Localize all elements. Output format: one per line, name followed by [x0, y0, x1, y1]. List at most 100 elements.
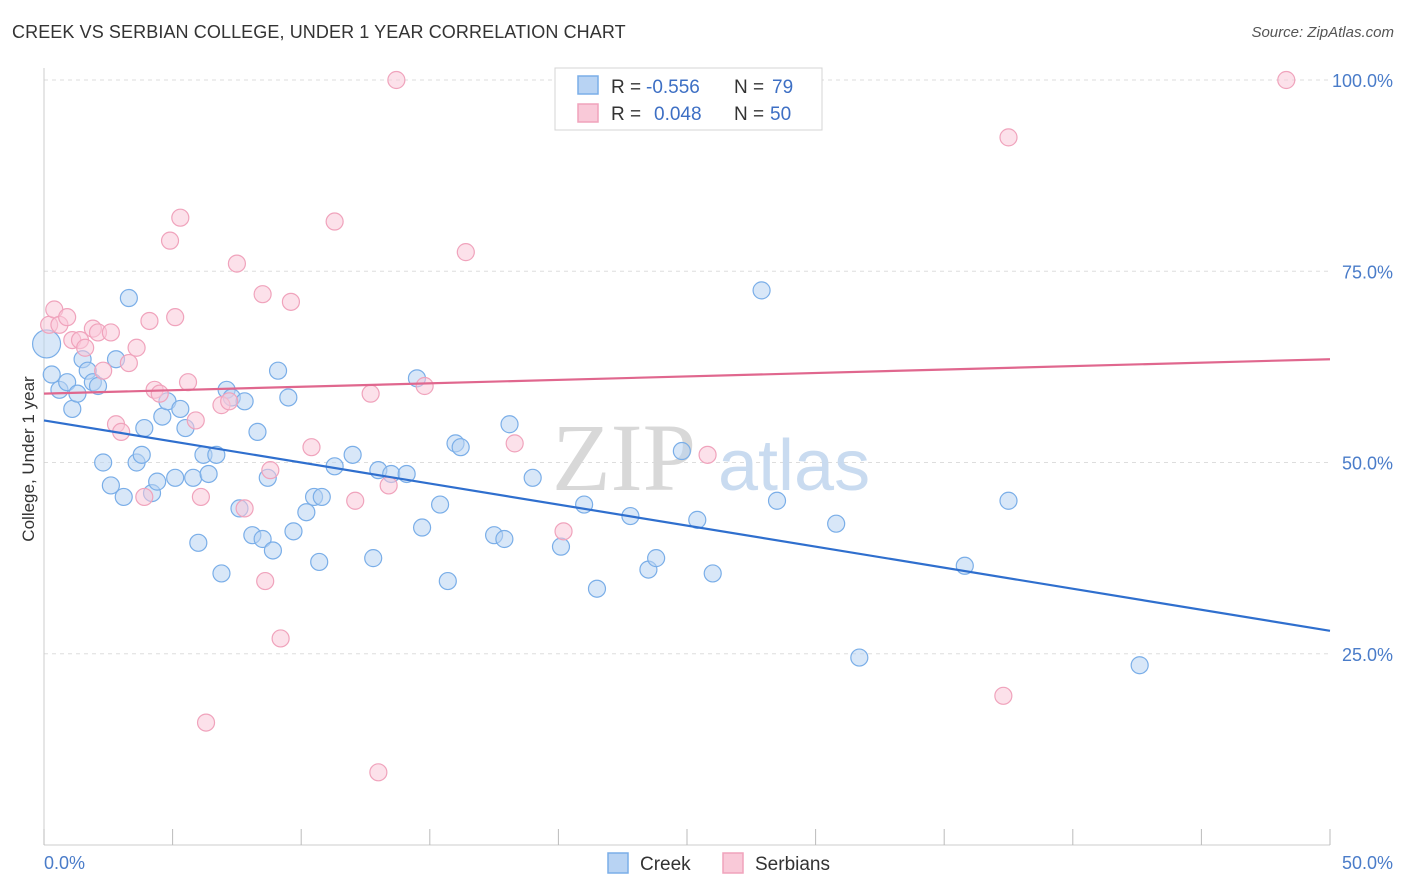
- watermark-zip: ZIP: [552, 404, 696, 511]
- serbians-point: [196, 713, 216, 732]
- serbians-point: [999, 128, 1018, 147]
- legend-n-value-creek: 79: [772, 77, 793, 98]
- serbians-point: [346, 491, 365, 510]
- serbians-point: [505, 434, 524, 453]
- serbians-point: [281, 292, 301, 311]
- creek-point: [132, 445, 151, 464]
- serbians-point: [58, 308, 77, 327]
- creek-point: [312, 487, 331, 507]
- serbians-point: [256, 571, 275, 591]
- creek-point: [171, 399, 190, 419]
- tick-labels: 25.0% 50.0% 75.0% 100.0% 0.0% 50.0%: [44, 71, 1393, 873]
- creek-point: [42, 365, 61, 384]
- serbians-point: [698, 445, 717, 464]
- serbians-point: [235, 499, 254, 518]
- serbians-point: [302, 438, 321, 457]
- creek-point: [438, 571, 457, 591]
- serbians-point: [379, 476, 398, 495]
- legend-n-label-creek: N =: [734, 77, 764, 98]
- serbians-point: [76, 338, 95, 357]
- creek-point: [850, 648, 869, 667]
- trend-lines: [43, 358, 1331, 632]
- grid-lines: [44, 79, 1330, 655]
- creek-point: [500, 415, 519, 434]
- serbians-point: [1277, 70, 1296, 90]
- serbians-point: [166, 308, 185, 327]
- creek-point: [119, 288, 138, 308]
- creek-point: [412, 518, 432, 537]
- serbians-trend-line: [43, 358, 1331, 395]
- legend-box: R = -0.556 N = 79 R = 0.048 N = 50: [554, 67, 823, 131]
- creek-point: [284, 522, 303, 541]
- serbians-point: [186, 411, 205, 430]
- creek-point: [212, 564, 231, 583]
- creek-point: [101, 476, 120, 495]
- creek-point: [703, 564, 722, 583]
- watermark: ZIP atlas: [552, 404, 870, 511]
- y-tick-label-75: 75.0%: [1342, 262, 1393, 282]
- serbians-point: [127, 338, 146, 357]
- axes: [43, 68, 1331, 846]
- y-tick-label-100: 100.0%: [1332, 71, 1393, 91]
- creek-point: [207, 445, 226, 464]
- serbians-point: [94, 361, 113, 380]
- serbians-point: [160, 231, 180, 250]
- creek-point: [135, 418, 154, 438]
- serbians-point: [994, 686, 1013, 705]
- creek-point: [148, 472, 167, 491]
- serbians-point: [361, 384, 380, 403]
- creek-point: [451, 438, 470, 457]
- serbians-point: [369, 763, 388, 782]
- serbians-point: [171, 208, 190, 227]
- legend-n-label-serbians: N =: [734, 104, 764, 125]
- creek-point: [767, 491, 787, 510]
- serbians-point: [150, 384, 169, 403]
- serbians-point: [227, 254, 246, 273]
- bottom-legend-swatch-creek: [607, 852, 629, 874]
- serbians-point: [140, 311, 159, 331]
- serbians-point: [119, 353, 138, 373]
- creek-point: [248, 422, 267, 441]
- serbians-point: [554, 522, 573, 541]
- legend-r-value-serbians: 0.048: [654, 104, 702, 125]
- creek-point: [343, 445, 362, 464]
- serbians-point: [325, 212, 344, 231]
- creek-point: [310, 552, 329, 572]
- creek-point: [153, 407, 172, 426]
- y-tick-label-50: 50.0%: [1342, 454, 1393, 474]
- creek-point: [551, 537, 571, 556]
- creek-point: [647, 549, 666, 568]
- y-axis-label: College, Under 1 year: [19, 376, 38, 542]
- creek-point: [63, 399, 82, 419]
- legend-n-value-serbians: 50: [770, 104, 791, 125]
- serbians-point: [101, 323, 120, 342]
- serbians-point: [387, 70, 406, 90]
- serbians-point: [135, 487, 154, 507]
- chart-title: CREEK VS SERBIAN COLLEGE, UNDER 1 YEAR C…: [12, 22, 626, 42]
- bottom-legend-label-serbians: Serbians: [755, 854, 830, 875]
- creek-point: [166, 468, 185, 487]
- creek-point: [827, 514, 846, 533]
- serbians-point: [271, 629, 290, 648]
- creek-point: [523, 468, 542, 487]
- legend-r-label-serbians: R =: [611, 104, 641, 125]
- serbians-point: [456, 243, 475, 262]
- creek-point: [58, 373, 77, 392]
- creek-point: [199, 464, 218, 484]
- creek-point: [235, 392, 254, 411]
- creek-point: [184, 468, 203, 487]
- serbians-point: [253, 285, 272, 304]
- creek-point: [752, 281, 771, 300]
- serbians-point: [191, 487, 210, 507]
- serbians-point: [261, 461, 280, 480]
- creek-point: [268, 361, 288, 380]
- creek-point: [1130, 656, 1149, 675]
- creek-point: [587, 579, 607, 598]
- creek-point: [114, 487, 133, 507]
- creek-point: [253, 529, 272, 549]
- creek-point: [94, 453, 113, 472]
- creek-point: [279, 388, 298, 407]
- bottom-legend-label-creek: Creek: [640, 854, 691, 875]
- creek-point: [495, 529, 514, 549]
